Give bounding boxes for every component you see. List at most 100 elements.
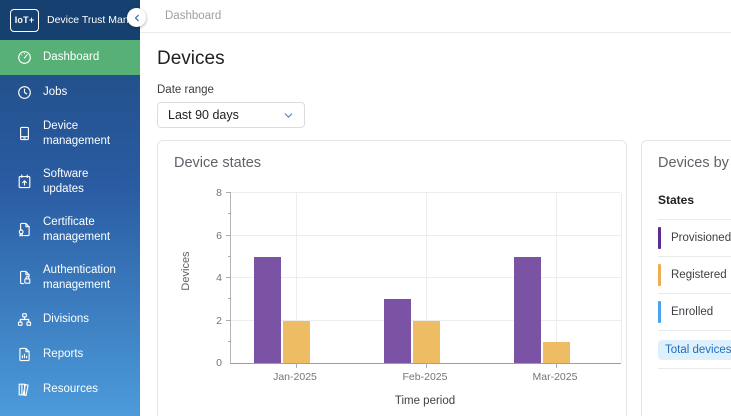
certificate-icon — [16, 221, 33, 238]
y-tick — [226, 192, 231, 193]
bar-provisioned-jan-2025 — [253, 256, 281, 363]
app-logo-icon: IoT+ — [10, 8, 39, 32]
device-states-card: Device states Devices 0 2 4 6 8 Jan-2025 Feb-20… — [157, 140, 627, 416]
states-list: Provisioned Registered Enrolled — [658, 219, 731, 330]
sidebar-item-resources[interactable]: Resources — [0, 372, 140, 407]
states-header: States — [658, 193, 695, 207]
x-tick-label: Mar-2025 — [532, 371, 578, 383]
sidebar-item-dashboard[interactable]: Dashboard — [0, 40, 140, 75]
sidebar-item-label: Dashboard — [43, 51, 100, 64]
h-gridline — [231, 192, 621, 193]
clock-icon — [16, 84, 33, 101]
state-row-enrolled[interactable]: Enrolled — [658, 293, 731, 330]
y-tick — [226, 277, 231, 278]
date-range-value: Last 90 days — [168, 108, 239, 122]
report-icon — [16, 346, 33, 363]
breadcrumb: Dashboard — [165, 10, 222, 22]
v-gridline — [426, 193, 427, 363]
y-tick — [228, 340, 231, 342]
calendar-update-icon — [16, 173, 33, 190]
sidebar-collapse-button[interactable] — [127, 8, 146, 27]
v-gridline — [556, 193, 557, 363]
y-tick-label: 0 — [216, 357, 222, 369]
chart-title: Device states — [174, 155, 262, 171]
bar-provisioned-feb-2025 — [383, 299, 411, 363]
sidebar-item-certificate-management[interactable]: Certificate management — [0, 206, 140, 254]
sidebar-item-jobs[interactable]: Jobs — [0, 75, 140, 110]
x-tick-labels: Jan-2025 Feb-2025 Mar-2025 — [230, 371, 620, 383]
bar-provisioned-mar-2025 — [513, 256, 541, 363]
bar-registered-mar-2025 — [542, 341, 570, 363]
sidebar-item-label: Certificate management — [43, 215, 111, 243]
state-row-provisioned[interactable]: Provisioned — [658, 219, 731, 256]
org-tree-icon — [16, 311, 33, 328]
chevron-down-icon — [284, 112, 293, 118]
x-tick-label: Jan-2025 — [273, 371, 317, 383]
y-tick-label: 6 — [216, 229, 222, 242]
bar-group-feb-2025 — [361, 193, 491, 368]
state-color-bar — [658, 227, 661, 249]
y-axis-title: Devices — [180, 251, 192, 291]
x-axis-title: Time period — [394, 395, 456, 407]
sidebar-item-device-management[interactable]: Device management — [0, 110, 140, 158]
states-card-title: Devices by state — [658, 155, 731, 171]
sidebar-item-label: Authentication management — [43, 263, 116, 291]
date-range-label: Date range — [157, 84, 214, 96]
bar-groups — [231, 193, 621, 368]
bar-registered-feb-2025 — [412, 320, 440, 363]
v-gridline — [621, 193, 622, 363]
bar-group-mar-2025 — [491, 193, 621, 368]
topbar: Dashboard — [140, 0, 731, 33]
state-color-bar — [658, 301, 661, 323]
sidebar-item-reports[interactable]: Reports — [0, 337, 140, 372]
page-title: Devices — [157, 48, 225, 69]
document-lock-icon — [16, 269, 33, 286]
y-tick-label: 4 — [216, 272, 222, 284]
sidebar-item-label: Reports — [43, 347, 84, 360]
sidebar-item-software-updates[interactable]: Software updates — [0, 158, 140, 206]
sidebar-item-label: Software updates — [43, 167, 89, 195]
sidebar: IoT+ Device Trust Manager Dashboard Jobs D… — [0, 0, 150, 416]
x-tick — [296, 363, 297, 368]
logo-text: IoT+ — [14, 15, 35, 25]
y-tick — [228, 298, 231, 300]
cards-row: Device states Devices 0 2 4 6 8 Jan-2025 Feb-20… — [157, 140, 731, 416]
sidebar-nav: Dashboard Jobs Device management Software u… — [0, 40, 140, 407]
device-states-chart: Devices 0 2 4 6 8 Jan-2025 Feb-2025 Mar-2025 Time… — [174, 187, 622, 416]
y-tick-label: 8 — [216, 187, 222, 199]
v-gridline — [296, 193, 297, 363]
date-range-select[interactable]: Last 90 days — [157, 102, 305, 128]
state-label: Enrolled — [671, 306, 714, 318]
sidebar-item-divisions[interactable]: Divisions — [0, 302, 140, 337]
dashboard-gauge-icon — [16, 49, 33, 66]
device-icon — [16, 125, 33, 142]
state-color-bar — [658, 264, 661, 286]
x-tick — [426, 363, 427, 368]
y-tick-label: 2 — [216, 314, 222, 327]
y-tick — [228, 213, 231, 215]
sidebar-item-label: Jobs — [43, 86, 68, 99]
y-tick — [226, 319, 231, 321]
state-label: Registered — [671, 269, 727, 281]
total-devices-label: Total devices — [658, 339, 731, 360]
plot-area: 0 2 4 6 8 — [216, 187, 622, 369]
sidebar-item-authentication-management[interactable]: Authentication management — [0, 254, 140, 302]
x-tick-label: Feb-2025 — [402, 371, 448, 383]
main-content: Devices Date range Last 90 days Device s… — [140, 33, 731, 416]
sidebar-item-label: Resources — [43, 382, 98, 395]
total-devices-row[interactable]: Total devices — [658, 330, 731, 369]
sidebar-item-label: Device management — [43, 120, 111, 147]
books-icon — [16, 381, 33, 398]
x-tick — [556, 363, 557, 368]
app-title: Device Trust Manager — [47, 14, 150, 26]
y-tick — [226, 234, 231, 236]
state-label: Provisioned — [671, 232, 731, 244]
devices-by-state-card: Devices by state States Provisioned Regis… — [641, 140, 731, 416]
sidebar-item-label: Divisions — [43, 312, 90, 325]
y-tick — [228, 255, 231, 257]
chevron-left-icon — [134, 14, 139, 21]
app-header: IoT+ Device Trust Manager — [0, 0, 150, 40]
bar-registered-jan-2025 — [282, 320, 310, 363]
state-row-registered[interactable]: Registered — [658, 256, 731, 293]
